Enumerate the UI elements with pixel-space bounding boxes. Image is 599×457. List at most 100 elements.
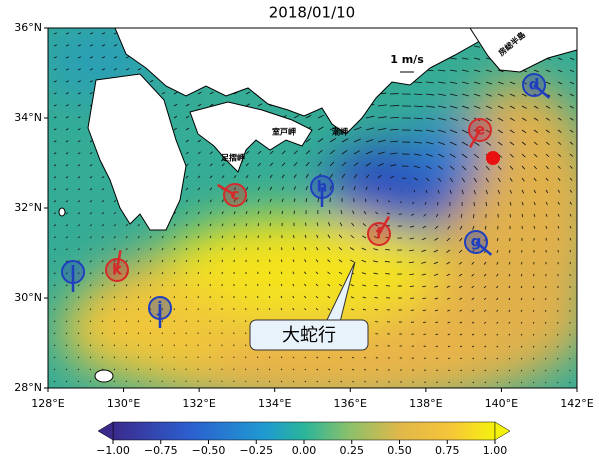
vector [350, 259, 355, 263]
vector [422, 285, 427, 288]
vector [53, 176, 57, 179]
vector [53, 380, 56, 383]
vector [209, 187, 213, 191]
vector [461, 129, 469, 134]
vector [471, 309, 475, 312]
vector [125, 260, 128, 263]
vector [197, 247, 200, 251]
vector [449, 141, 457, 146]
vector [473, 81, 481, 85]
vector [545, 177, 549, 182]
vector [89, 356, 92, 359]
marker-label: k [112, 261, 123, 279]
vector [496, 369, 499, 372]
vector [447, 333, 451, 336]
vector [327, 283, 331, 287]
vector [77, 200, 81, 203]
vector [125, 284, 128, 287]
vector [532, 309, 535, 312]
vector [149, 248, 152, 251]
vector [304, 283, 307, 287]
title: 2018/01/10 [269, 4, 355, 22]
vector [338, 259, 343, 263]
vector [449, 165, 455, 170]
vector [173, 223, 176, 227]
vector [362, 235, 367, 239]
vector [557, 117, 562, 121]
vector [373, 236, 379, 239]
colorbar-tick-label: −0.25 [239, 444, 273, 457]
vector [448, 369, 451, 371]
vector [545, 153, 550, 158]
vector [569, 249, 571, 253]
y-tick-label: 34°N [14, 111, 42, 124]
vector [521, 129, 527, 134]
vector [449, 105, 458, 109]
vector [533, 165, 538, 170]
vector [221, 247, 224, 251]
vector [447, 225, 451, 230]
vector [365, 139, 374, 143]
vector [317, 114, 324, 119]
vector [472, 357, 475, 360]
vector [485, 165, 490, 171]
vector [461, 69, 469, 72]
vector [113, 272, 116, 275]
vector [327, 234, 331, 239]
marker [310, 175, 334, 199]
vector [209, 223, 212, 227]
vector [281, 150, 286, 155]
vector [305, 198, 308, 203]
vector [292, 283, 295, 287]
vector [257, 356, 259, 359]
vector [293, 198, 296, 203]
vector [305, 150, 311, 155]
vector [460, 357, 463, 360]
vector [484, 225, 487, 230]
vector [315, 295, 319, 299]
colorbar-tick-label: −0.75 [144, 444, 178, 457]
vector [351, 308, 355, 311]
vector [269, 198, 272, 203]
vector [113, 68, 118, 71]
vector [569, 69, 575, 73]
vector [53, 224, 56, 227]
vector [53, 272, 56, 275]
vector [185, 199, 189, 203]
vector [508, 261, 511, 265]
vector [557, 237, 560, 241]
vector [447, 321, 451, 324]
vector [365, 115, 375, 119]
vector [362, 308, 367, 311]
vector [269, 150, 274, 155]
vector [113, 212, 116, 215]
vector [53, 200, 57, 203]
vector [137, 236, 140, 239]
vector [437, 165, 443, 170]
vector [508, 381, 511, 384]
vector [101, 212, 105, 215]
vector [448, 381, 451, 383]
vector [496, 309, 499, 312]
vector [113, 368, 116, 371]
vector [53, 80, 57, 83]
vector [125, 344, 128, 347]
vector [434, 237, 439, 241]
vector [473, 177, 478, 183]
vector [221, 163, 225, 167]
vector [292, 271, 295, 275]
vector [185, 211, 188, 215]
vector [77, 80, 81, 83]
vector [125, 380, 127, 383]
vector [197, 151, 201, 155]
vector [485, 201, 488, 207]
vector [101, 320, 104, 323]
vector [557, 213, 560, 217]
vector [77, 128, 81, 131]
marker-arrow [533, 84, 551, 99]
vector [533, 129, 539, 133]
vector [425, 105, 435, 108]
vector [557, 93, 563, 97]
vector [484, 381, 487, 384]
x-tick-label: 142°E [560, 397, 593, 410]
